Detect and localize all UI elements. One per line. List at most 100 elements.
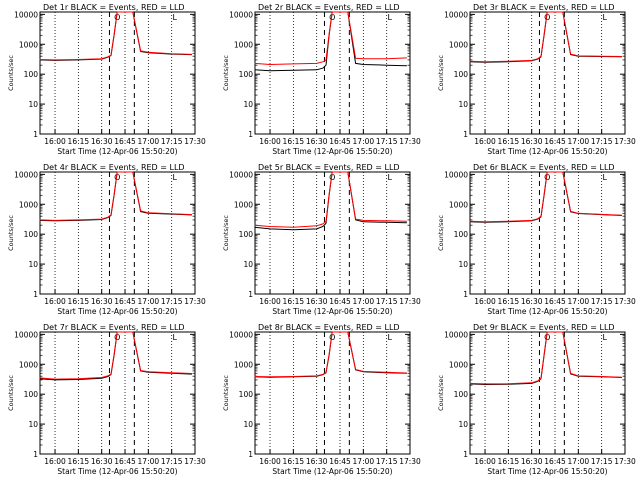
lld-marker-label: L (388, 333, 393, 342)
x-tick-label: 16:15 (68, 457, 90, 466)
series-lld-line (254, 11, 407, 66)
x-tick-label: 17:30 (399, 457, 421, 466)
y-axis-label: Counts/sec (7, 55, 15, 91)
x-tick-label: 16:45 (544, 297, 566, 306)
x-tick-label: 16:15 (498, 297, 520, 306)
x-tick-label: 16:00 (44, 137, 66, 146)
y-tick-label: 100 (454, 390, 469, 399)
x-tick-label: 17:00 (138, 457, 160, 466)
peak-marker-label: O (329, 173, 335, 182)
x-tick-label: 16:15 (68, 297, 90, 306)
peak-marker-label: O (544, 173, 550, 182)
x-tick-label: 17:15 (591, 297, 613, 306)
x-tick-label: 16:30 (306, 297, 328, 306)
x-tick-label: 17:30 (614, 137, 636, 146)
peak-marker-label: O (544, 13, 550, 22)
x-tick-label: 17:30 (614, 297, 636, 306)
y-tick-label: 1 (33, 450, 38, 459)
x-tick-label: 17:15 (161, 137, 183, 146)
x-tick-label: 16:30 (91, 297, 113, 306)
x-tick-label: 16:00 (474, 137, 496, 146)
x-tick-label: 16:00 (474, 457, 496, 466)
x-tick-label: 16:00 (44, 457, 66, 466)
x-tick-label: 17:30 (184, 137, 206, 146)
series-lld-line (469, 331, 622, 385)
series-lld-line (39, 11, 192, 61)
x-tick-label: 16:30 (91, 457, 113, 466)
x-tick-label: 17:30 (184, 457, 206, 466)
panel-title: Det 4r BLACK = Events, RED = LLD (43, 163, 185, 172)
x-tick-label: 17:15 (591, 137, 613, 146)
panel-title: Det 1r BLACK = Events, RED = LLD (43, 3, 185, 12)
x-tick-label: 17:15 (376, 137, 398, 146)
x-tick-label: 16:15 (68, 137, 90, 146)
y-tick-label: 100 (239, 390, 254, 399)
y-tick-label: 1 (33, 290, 38, 299)
y-tick-label: 1 (463, 450, 468, 459)
y-tick-label: 100 (454, 230, 469, 239)
y-tick-label: 10 (243, 260, 253, 269)
x-tick-label: 17:00 (353, 297, 375, 306)
panel-title: Det 5r BLACK = Events, RED = LLD (258, 163, 400, 172)
x-tick-label: 16:15 (498, 137, 520, 146)
y-tick-label: 10000 (444, 170, 468, 179)
y-axis-label: Counts/sec (222, 215, 230, 251)
x-axis-label: Start Time (12-Apr-06 15:50:20) (487, 147, 607, 156)
y-tick-label: 100 (24, 70, 39, 79)
panel-det-1: 1 10 100 1000 10000 16:00 16:15 16:30 16:45 17:00… (7, 3, 206, 156)
panel-det-7: 1 10 100 1000 10000 16:00 16:15 16:30 16:45 17:00… (7, 323, 206, 476)
lld-marker-label: L (173, 13, 178, 22)
panel-det-3: 1 10 100 1000 10000 16:00 16:15 16:30 16:45 17:00… (437, 3, 636, 156)
x-axis-label: Start Time (12-Apr-06 15:50:20) (57, 307, 177, 316)
y-tick-label: 10000 (14, 170, 38, 179)
lld-marker-label: L (603, 173, 608, 182)
y-tick-label: 10 (243, 100, 253, 109)
x-tick-label: 16:45 (544, 137, 566, 146)
y-axis-label: Counts/sec (437, 215, 445, 251)
x-tick-label: 17:30 (399, 297, 421, 306)
y-axis-label: Counts/sec (222, 55, 230, 91)
x-tick-label: 17:15 (161, 297, 183, 306)
x-tick-label: 16:00 (259, 457, 281, 466)
panel-det-8: 1 10 100 1000 10000 16:00 16:15 16:30 16:45 17:00… (222, 323, 421, 476)
y-tick-label: 10 (458, 100, 468, 109)
y-tick-label: 1 (248, 450, 253, 459)
x-tick-label: 16:30 (306, 137, 328, 146)
x-tick-label: 16:45 (544, 457, 566, 466)
x-tick-label: 16:45 (329, 457, 351, 466)
y-axis-label: Counts/sec (7, 375, 15, 411)
x-tick-label: 17:30 (184, 297, 206, 306)
x-tick-label: 17:00 (138, 137, 160, 146)
y-tick-label: 10 (28, 260, 38, 269)
x-axis-label: Start Time (12-Apr-06 15:50:20) (57, 467, 177, 476)
y-tick-label: 1000 (449, 40, 468, 49)
panel-title: Det 2r BLACK = Events, RED = LLD (258, 3, 400, 12)
lld-marker-label: L (388, 13, 393, 22)
series-lld-line (254, 171, 407, 228)
y-tick-label: 1 (248, 290, 253, 299)
y-tick-label: 1 (33, 130, 38, 139)
y-tick-label: 10000 (229, 170, 253, 179)
x-tick-label: 16:45 (114, 297, 136, 306)
y-tick-label: 10000 (444, 330, 468, 339)
x-tick-label: 16:00 (259, 297, 281, 306)
peak-marker-label: O (114, 173, 120, 182)
x-tick-label: 16:30 (91, 137, 113, 146)
x-tick-label: 17:00 (568, 297, 590, 306)
x-axis-label: Start Time (12-Apr-06 15:50:20) (272, 147, 392, 156)
y-tick-label: 10 (458, 260, 468, 269)
x-tick-label: 16:30 (521, 137, 543, 146)
panel-title: Det 7r BLACK = Events, RED = LLD (43, 323, 185, 332)
x-tick-label: 16:15 (283, 137, 305, 146)
x-tick-label: 16:15 (283, 297, 305, 306)
series-lld-line (39, 171, 192, 221)
peak-marker-label: O (329, 333, 335, 342)
x-tick-label: 17:00 (353, 457, 375, 466)
y-tick-label: 1000 (234, 40, 253, 49)
x-axis-label: Start Time (12-Apr-06 15:50:20) (487, 467, 607, 476)
peak-marker-label: O (329, 13, 335, 22)
x-tick-label: 16:30 (306, 457, 328, 466)
series-lld-line (469, 11, 622, 63)
y-tick-label: 1000 (234, 200, 253, 209)
x-axis-label: Start Time (12-Apr-06 15:50:20) (272, 307, 392, 316)
